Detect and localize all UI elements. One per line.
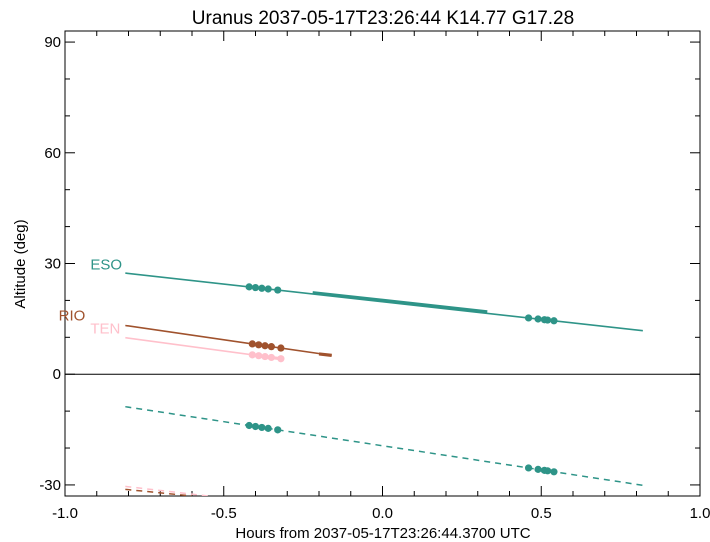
- rio-dot: [249, 340, 256, 347]
- eso-observable-segment: [313, 293, 488, 312]
- eso-dot: [274, 286, 281, 293]
- x-tick-label: 0.0: [372, 505, 393, 522]
- x-tick-label: -1.0: [52, 505, 78, 522]
- eso-below-dot: [258, 424, 265, 431]
- eso-dot: [550, 317, 557, 324]
- eso-dot: [246, 283, 253, 290]
- x-axis-label: Hours from 2037-05-17T23:26:44.3700 UTC: [235, 525, 530, 542]
- eso-below-dot: [550, 468, 557, 475]
- rio-dot: [277, 344, 284, 351]
- y-tick-label: 30: [44, 256, 61, 273]
- x-tick-label: 1.0: [690, 505, 710, 522]
- rio-dot: [261, 342, 268, 349]
- y-tick-label: 90: [44, 34, 61, 51]
- plot-frame: [65, 31, 700, 496]
- eso-below-dot: [534, 466, 541, 473]
- ten-dot: [255, 352, 262, 359]
- eso-dot: [252, 284, 259, 291]
- y-tick-label: 60: [44, 145, 61, 162]
- rio-dot: [268, 343, 275, 350]
- eso-below-dot: [265, 425, 272, 432]
- eso-dot: [525, 314, 532, 321]
- y-tick-label: -30: [39, 477, 61, 494]
- ten-site-label: TEN: [90, 321, 120, 338]
- x-tick-label: -0.5: [211, 505, 237, 522]
- rio-dot: [255, 341, 262, 348]
- ten-dot: [277, 355, 284, 362]
- eso-below-dot: [544, 467, 551, 474]
- ten-dot: [249, 351, 256, 358]
- eso-dot: [534, 315, 541, 322]
- ten-dot: [268, 354, 275, 361]
- rio-site-label: RIO: [59, 308, 86, 325]
- eso-below-dot: [252, 423, 259, 430]
- eso-site-label: ESO: [90, 256, 122, 273]
- chart-title: Uranus 2037-05-17T23:26:44 K14.77 G17.28: [192, 8, 574, 29]
- y-tick-label: 0: [53, 366, 61, 383]
- eso-dot: [258, 285, 265, 292]
- rio-observable-segment: [319, 354, 332, 355]
- y-axis-label: Altitude (deg): [12, 219, 29, 308]
- x-tick-label: 0.5: [531, 505, 552, 522]
- eso-below-dot: [525, 464, 532, 471]
- eso-below-horizon-line: [125, 407, 643, 486]
- ten-dot: [261, 353, 268, 360]
- eso-below-dot: [246, 422, 253, 429]
- eso-dot: [544, 316, 551, 323]
- eso-dot: [265, 285, 272, 292]
- eso-below-dot: [274, 426, 281, 433]
